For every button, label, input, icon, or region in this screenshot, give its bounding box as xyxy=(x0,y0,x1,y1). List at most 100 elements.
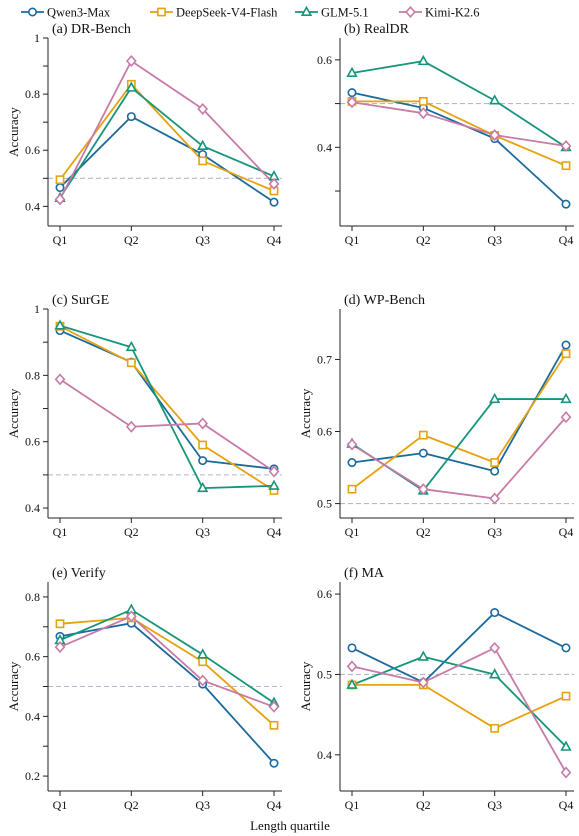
chart-panel: 0.4 0.5 0.6 Q1 Q2 Q3 Q4 (f) MA Accuracy xyxy=(298,566,574,812)
data-point xyxy=(347,458,357,468)
legend-marker xyxy=(300,5,313,16)
panel-title: (c) SurGE xyxy=(52,293,109,308)
data-point xyxy=(418,96,428,106)
data-point xyxy=(561,340,571,350)
legend-marker xyxy=(157,7,166,17)
x-tick-label: Q4 xyxy=(267,798,282,812)
x-tick-label: Q1 xyxy=(345,798,360,812)
data-point xyxy=(268,700,280,713)
y-tick-label: 1 xyxy=(34,31,40,45)
y-tick-label: 0.4 xyxy=(25,199,40,213)
y-axis-label: Accuracy xyxy=(6,107,21,157)
data-point xyxy=(561,643,571,653)
y-tick-label: 0.6 xyxy=(317,425,332,439)
chart-panel: 0.5 0.6 0.7 Q1 Q2 Q3 Q4 (d) WP-Bench Accuracy xyxy=(298,293,574,539)
data-point xyxy=(418,430,428,440)
y-tick-label: 0.6 xyxy=(25,435,40,449)
data-point xyxy=(269,720,279,730)
series-line xyxy=(59,324,275,490)
x-tick-label: Q3 xyxy=(487,798,502,812)
series-line xyxy=(351,91,567,205)
y-tick-label: 0.5 xyxy=(317,667,332,681)
data-point xyxy=(198,156,208,166)
series-line xyxy=(59,325,275,492)
x-tick-label: Q2 xyxy=(416,525,431,539)
legend-item: Kimi-K2.6 xyxy=(399,5,480,19)
data-point xyxy=(417,54,429,66)
data-point xyxy=(560,139,572,152)
x-tick-label: Q2 xyxy=(416,798,431,812)
series-line xyxy=(351,60,567,149)
data-point xyxy=(347,643,357,653)
data-point xyxy=(417,483,429,496)
data-point xyxy=(560,411,572,424)
x-tick-label: Q4 xyxy=(267,233,282,247)
data-point xyxy=(561,349,571,359)
series-line xyxy=(352,100,567,167)
x-tick-label: Q4 xyxy=(559,233,574,247)
data-point xyxy=(55,619,65,629)
y-tick-label: 0.6 xyxy=(25,143,40,157)
x-tick-label: Q4 xyxy=(559,798,574,812)
panel-title: (d) WP-Bench xyxy=(344,293,425,308)
x-tick-label: Q3 xyxy=(195,233,210,247)
series-line xyxy=(351,101,567,147)
data-point xyxy=(418,448,428,458)
y-axis-label: Accuracy xyxy=(6,388,21,438)
x-tick-label: Q3 xyxy=(487,233,502,247)
series-line xyxy=(351,647,567,773)
series-line xyxy=(59,86,275,199)
data-point xyxy=(346,660,358,673)
legend: Qwen3-Max DeepSeek-V4-Flash GLM-5.1 Kimi-K2… xyxy=(21,5,480,19)
y-tick-label: 0.4 xyxy=(25,709,40,723)
x-tick-label: Q3 xyxy=(487,525,502,539)
x-tick-label: Q2 xyxy=(124,233,139,247)
data-point xyxy=(197,417,209,430)
x-tick-label: Q2 xyxy=(416,233,431,247)
series-line xyxy=(59,378,275,473)
data-point xyxy=(268,465,280,478)
legend-label: DeepSeek-V4-Flash xyxy=(176,5,278,19)
y-tick-label: 0.2 xyxy=(25,769,40,783)
data-point xyxy=(417,676,429,689)
series-line xyxy=(352,683,567,730)
data-point xyxy=(55,175,65,185)
series-line xyxy=(351,611,567,684)
data-point xyxy=(54,373,66,386)
data-point xyxy=(125,55,137,68)
y-tick-label: 0.8 xyxy=(25,590,40,604)
x-axis-label: Length quartile xyxy=(250,818,330,833)
x-tick-label: Q1 xyxy=(53,798,68,812)
data-point xyxy=(560,392,572,404)
data-point xyxy=(347,484,357,494)
x-tick-label: Q1 xyxy=(53,233,68,247)
x-tick-label: Q3 xyxy=(195,798,210,812)
data-point xyxy=(561,199,571,209)
legend-item: DeepSeek-V4-Flash xyxy=(150,5,278,19)
y-tick-label: 0.5 xyxy=(317,497,332,511)
x-tick-label: Q2 xyxy=(124,798,139,812)
data-point xyxy=(197,481,209,493)
data-point xyxy=(198,456,208,466)
data-point xyxy=(489,492,501,505)
panel-title: (e) Verify xyxy=(52,566,106,581)
y-tick-label: 0.4 xyxy=(25,501,40,515)
data-point xyxy=(197,674,209,687)
y-tick-label: 0.8 xyxy=(25,87,40,101)
x-tick-label: Q1 xyxy=(345,525,360,539)
data-point xyxy=(489,392,501,404)
data-point xyxy=(198,657,208,667)
chart-panel: 0.4 0.6 0.8 1 Q1 Q2 Q3 Q4 (c) SurGE Accuracy xyxy=(6,293,282,539)
x-tick-label: Q1 xyxy=(53,525,68,539)
series-line xyxy=(59,622,275,764)
data-point xyxy=(268,479,280,490)
data-point xyxy=(490,608,500,618)
legend-marker xyxy=(405,6,416,18)
data-point xyxy=(490,723,500,733)
data-point xyxy=(346,438,358,451)
series-line xyxy=(59,115,275,203)
y-tick-label: 0.6 xyxy=(25,650,40,664)
data-point xyxy=(54,319,66,330)
data-point xyxy=(126,112,136,122)
